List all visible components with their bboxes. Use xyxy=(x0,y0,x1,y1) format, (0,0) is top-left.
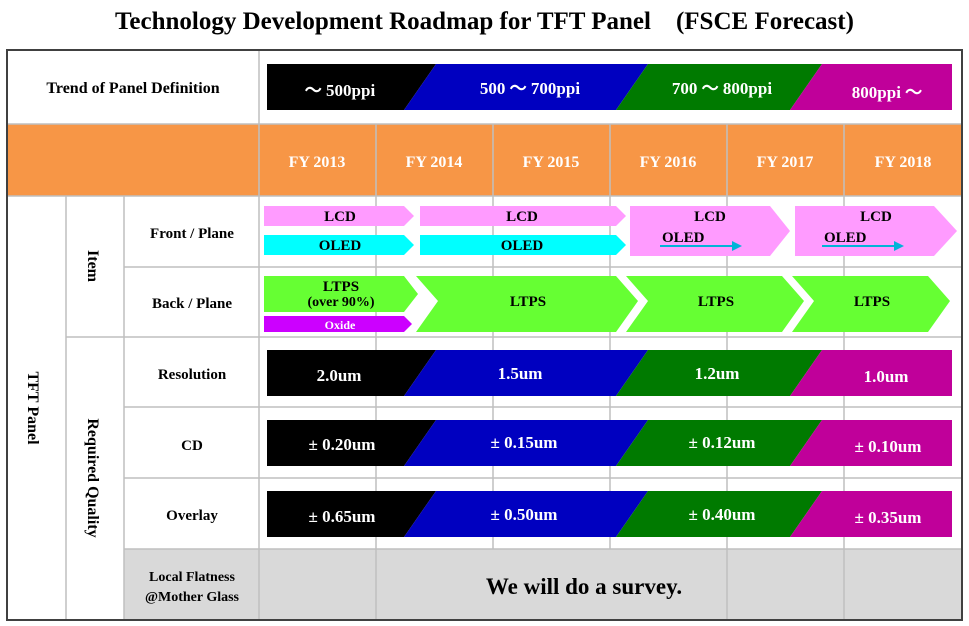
oled-arrow-1 xyxy=(264,235,414,255)
resolution-stage-1-label: 2.0um xyxy=(317,366,362,385)
ltps-note-1: (over 90%) xyxy=(308,295,375,310)
overlay-stage-1-label: ± 0.65um xyxy=(309,507,376,526)
year-fy2017: FY 2017 xyxy=(757,154,814,171)
page-title: Technology Development Roadmap for TFT P… xyxy=(115,8,854,35)
table-border xyxy=(6,49,963,621)
oled-label-4: OLED xyxy=(824,230,867,246)
overlay-stage-2-shape xyxy=(404,491,648,537)
cd-stage-2-shape xyxy=(404,420,648,466)
resolution-stage-3-label: 1.2um xyxy=(695,364,740,383)
ltps-label-3: LTPS xyxy=(698,294,734,310)
row-local-flatness-line1: Local Flatness xyxy=(149,570,235,585)
cd-stage-2-label: ± 0.15um xyxy=(491,433,558,452)
oled-trend-arrowhead-4 xyxy=(894,241,904,251)
overlay-stage-2-label: ± 0.50um xyxy=(491,505,558,524)
ppi-stage-2-label: 500 ～ 700ppi xyxy=(480,79,580,98)
cd-stage-1-shape xyxy=(267,420,436,466)
overlay-stage-4-label: ± 0.35um xyxy=(855,508,922,527)
ltps-arrow-2 xyxy=(416,276,638,332)
ltps-label-2: LTPS xyxy=(510,294,546,310)
oled-label-3: OLED xyxy=(662,230,705,246)
resolution-stage-4-label: 1.0um xyxy=(864,367,909,386)
ppi-stage-2-shape xyxy=(404,64,648,110)
lcd-oled-arrow-4 xyxy=(795,206,957,256)
ltps-arrow-4 xyxy=(792,276,950,332)
oled-label-2: OLED xyxy=(501,238,544,254)
cd-stage-3-label: ± 0.12um xyxy=(689,433,756,452)
overlay-stage-4-shape xyxy=(790,491,952,537)
year-fy2016: FY 2016 xyxy=(640,154,697,171)
cd-stage-4-shape xyxy=(790,420,952,466)
resolution-stage-2-shape xyxy=(404,350,648,396)
ppi-stage-3-shape xyxy=(616,64,822,110)
ltps-label-1: LTPS xyxy=(323,279,359,295)
ppi-stage-3-label: 700 ～ 800ppi xyxy=(672,79,772,98)
ppi-stage-4-label: 800ppi ～ xyxy=(852,83,922,102)
year-band xyxy=(7,124,962,196)
trend-label: Trend of Panel Definition xyxy=(46,80,219,97)
survey-cell-background xyxy=(124,549,962,620)
resolution-stage-2-label: 1.5um xyxy=(498,364,543,383)
survey-text: We will do a survey. xyxy=(486,574,682,599)
cd-stage-3-shape xyxy=(616,420,822,466)
row-back-plane: Back / Plane xyxy=(152,296,232,312)
cd-stage-1-label: ± 0.20um xyxy=(309,435,376,454)
group-tft-panel: TFT Panel xyxy=(24,371,41,445)
lcd-arrow-1 xyxy=(264,206,414,226)
overlay-stage-1-shape xyxy=(267,491,436,537)
cd-stage-4-label: ± 0.10um xyxy=(855,437,922,456)
year-fy2013: FY 2013 xyxy=(289,154,346,171)
lcd-label-2: LCD xyxy=(506,209,538,225)
ltps-label-4: LTPS xyxy=(854,294,890,310)
ltps-arrow-3 xyxy=(626,276,804,332)
group-item: Item xyxy=(84,250,101,283)
year-fy2014: FY 2014 xyxy=(406,154,463,171)
lcd-label-1: LCD xyxy=(324,209,356,225)
ppi-stage-1-label: ～ 500ppi xyxy=(305,81,376,100)
lcd-label-4: LCD xyxy=(860,209,892,225)
lcd-oled-arrow-3 xyxy=(630,206,790,256)
row-front-plane: Front / Plane xyxy=(150,226,234,242)
lcd-label-3: LCD xyxy=(694,209,726,225)
ppi-stage-1-shape xyxy=(267,64,436,110)
row-overlay: Overlay xyxy=(166,508,218,524)
resolution-stage-3-shape xyxy=(616,350,822,396)
row-local-flatness-line2: @Mother Glass xyxy=(145,590,240,605)
ltps-arrow-1 xyxy=(264,276,418,312)
oled-arrow-2 xyxy=(420,235,626,255)
row-cd: CD xyxy=(181,438,203,454)
year-fy2018: FY 2018 xyxy=(875,154,932,171)
oled-trend-arrowhead-3 xyxy=(732,241,742,251)
resolution-stage-1-shape xyxy=(267,350,436,396)
ppi-stage-4-shape xyxy=(790,64,952,110)
year-fy2015: FY 2015 xyxy=(523,154,580,171)
oxide-label-1: Oxide xyxy=(325,318,356,332)
oled-label-1: OLED xyxy=(319,238,362,254)
overlay-stage-3-shape xyxy=(616,491,822,537)
overlay-stage-3-label: ± 0.40um xyxy=(689,505,756,524)
row-resolution: Resolution xyxy=(158,367,227,383)
group-required-quality: Required Quality xyxy=(84,418,101,537)
oxide-arrow-1 xyxy=(264,316,412,332)
lcd-arrow-2 xyxy=(420,206,626,226)
resolution-stage-4-shape xyxy=(790,350,952,396)
